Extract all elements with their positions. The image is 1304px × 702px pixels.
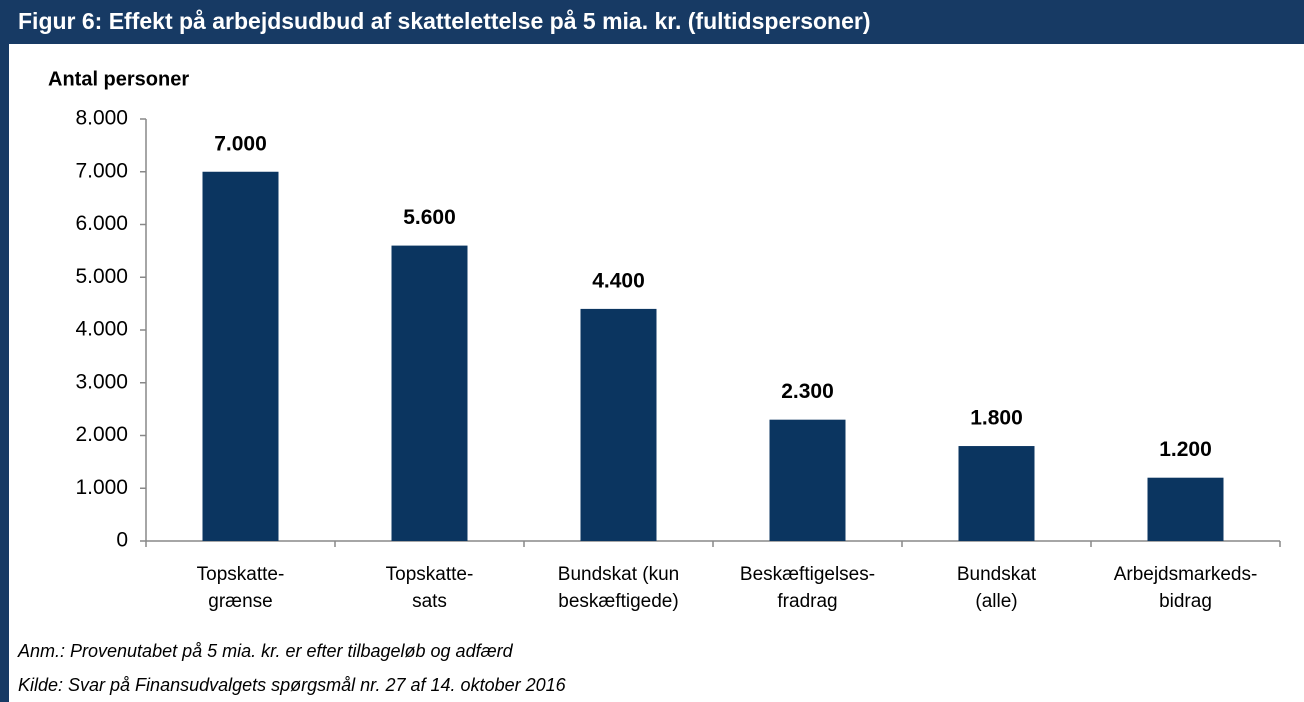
y-tick-label: 3.000 bbox=[75, 370, 128, 393]
bar bbox=[769, 419, 846, 541]
bar bbox=[958, 446, 1035, 541]
y-tick-label: 6.000 bbox=[75, 212, 128, 235]
title-bar bbox=[0, 0, 1304, 44]
y-tick-label: 8.000 bbox=[75, 107, 128, 130]
x-tick-label: beskæftigede) bbox=[558, 591, 678, 612]
bar bbox=[1147, 477, 1224, 541]
y-tick-label: 2.000 bbox=[75, 423, 128, 446]
x-tick-label: fradrag bbox=[777, 591, 837, 612]
x-tick-label: Arbejdsmarkeds- bbox=[1114, 564, 1258, 585]
x-tick-label: Beskæftigelses- bbox=[740, 564, 875, 585]
value-label: 1.200 bbox=[1159, 438, 1212, 461]
x-tick-label: bidrag bbox=[1159, 591, 1212, 612]
value-label: 2.300 bbox=[781, 380, 834, 403]
bar bbox=[391, 245, 468, 541]
bar bbox=[580, 308, 657, 541]
value-label: 1.800 bbox=[970, 407, 1023, 430]
y-tick-label: 4.000 bbox=[75, 318, 128, 341]
x-tick-label: Bundskat (kun bbox=[558, 564, 679, 585]
value-label: 4.400 bbox=[592, 269, 645, 292]
y-tick-label: 5.000 bbox=[75, 265, 128, 288]
y-tick-label: 1.000 bbox=[75, 476, 128, 499]
x-tick-label: Topskatte- bbox=[197, 564, 285, 585]
x-tick-label: Bundskat bbox=[957, 564, 1037, 585]
value-label: 7.000 bbox=[214, 132, 267, 155]
x-tick-label: (alle) bbox=[975, 591, 1017, 612]
left-border bbox=[0, 0, 9, 702]
chart-title: Figur 6: Effekt på arbejdsudbud af skatt… bbox=[18, 8, 870, 34]
value-label: 5.600 bbox=[403, 206, 456, 229]
x-tick-label: Topskatte- bbox=[386, 564, 474, 585]
x-tick-label: sats bbox=[412, 591, 447, 612]
note: Kilde: Svar på Finansudvalgets spørgsmål… bbox=[18, 675, 567, 695]
y-axis-label: Antal personer bbox=[48, 68, 189, 90]
y-tick-label: 7.000 bbox=[75, 159, 128, 182]
y-tick-label: 0 bbox=[116, 529, 128, 552]
x-tick-label: grænse bbox=[208, 591, 272, 612]
note: Anm.: Provenutabet på 5 mia. kr. er efte… bbox=[17, 641, 514, 661]
bar bbox=[202, 171, 279, 541]
